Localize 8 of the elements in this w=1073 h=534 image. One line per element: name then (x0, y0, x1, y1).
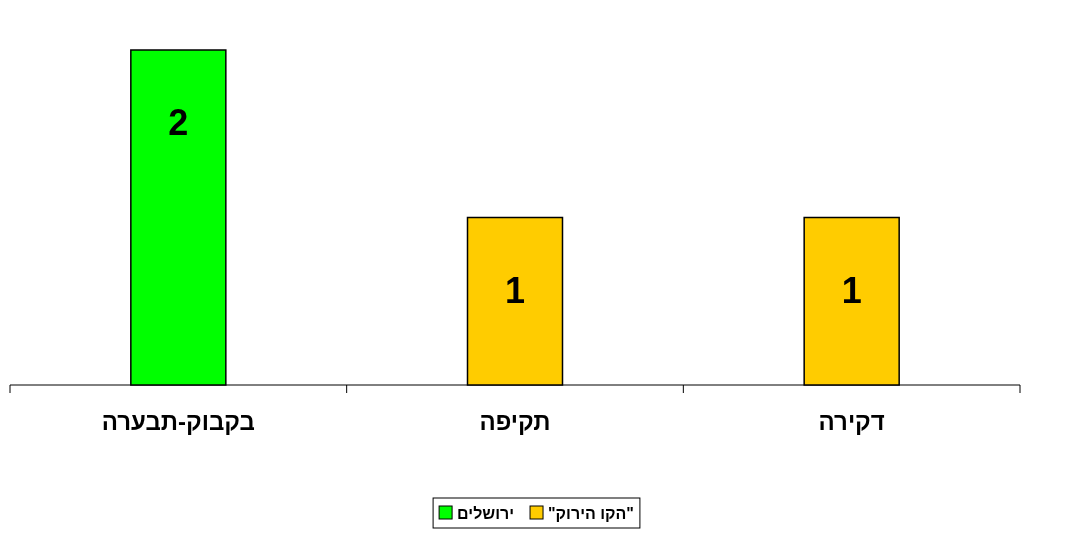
data-label: 1 (504, 269, 526, 311)
x-tick-label: דקירה (818, 408, 885, 435)
data-label: 2 (168, 102, 189, 143)
x-tick-label: בקבוק-תבערה (101, 408, 255, 435)
data-label: 1 (841, 269, 862, 311)
legend-label: ירושלים (457, 505, 515, 522)
legend-label: "הקו הירוק" (548, 505, 634, 522)
x-tick-label: תקיפה (479, 408, 551, 435)
